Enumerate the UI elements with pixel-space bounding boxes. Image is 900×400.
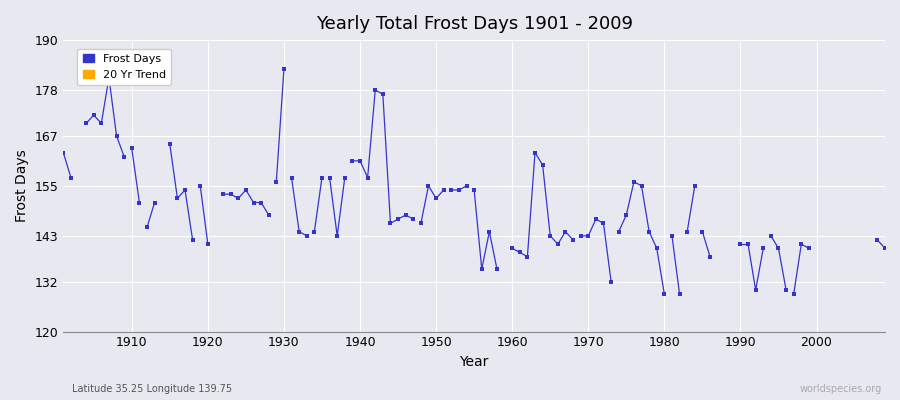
Text: Latitude 35.25 Longitude 139.75: Latitude 35.25 Longitude 139.75 [72,384,232,394]
Legend: Frost Days, 20 Yr Trend: Frost Days, 20 Yr Trend [77,48,171,85]
Title: Yearly Total Frost Days 1901 - 2009: Yearly Total Frost Days 1901 - 2009 [316,15,633,33]
X-axis label: Year: Year [460,355,489,369]
Text: worldspecies.org: worldspecies.org [800,384,882,394]
Y-axis label: Frost Days: Frost Days [15,150,29,222]
